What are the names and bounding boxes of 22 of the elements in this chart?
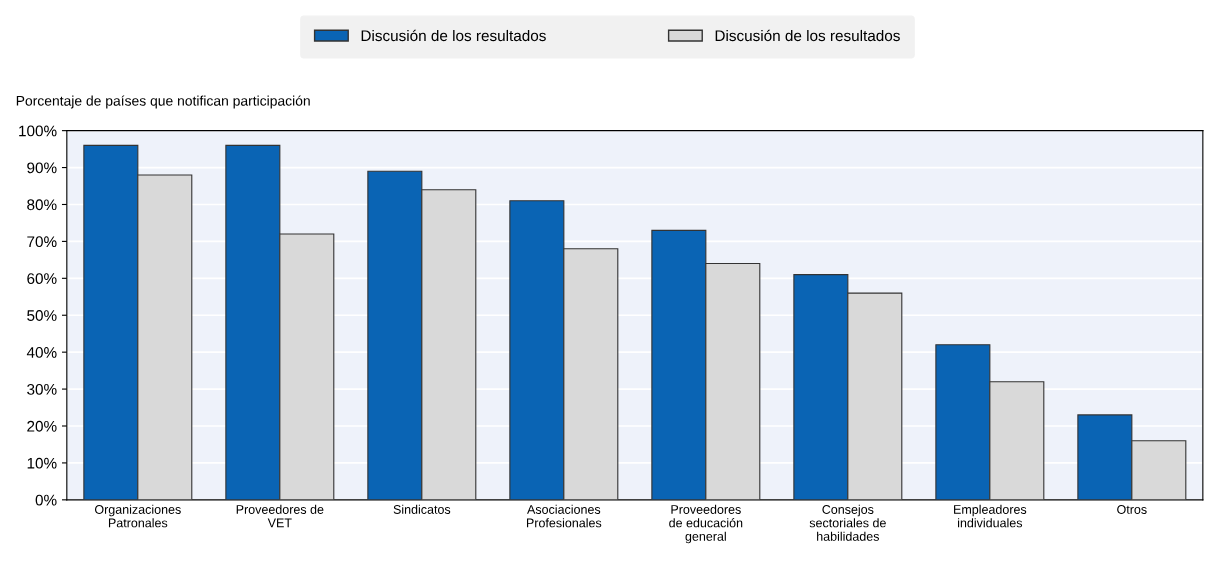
y-tick-label: 50% — [27, 310, 57, 321]
x-tick-label: Organizaciones Patronales — [94, 504, 181, 528]
x-tick-label: Proveedores de VET — [236, 504, 324, 528]
legend-label: Discusión de los resultados — [715, 29, 900, 42]
y-tick-label: 80% — [27, 199, 57, 211]
y-tick-label: 90% — [27, 162, 57, 174]
y-tick-label: 40% — [26, 347, 57, 358]
y-tick-label: 100% — [19, 125, 57, 137]
y-tick-label: 70% — [27, 236, 57, 248]
x-tick-label: Otros — [1117, 505, 1147, 514]
y-tick-label: 20% — [27, 420, 57, 432]
legend-label: Discusión de los resultados — [361, 29, 546, 42]
y-tick-label: 10% — [27, 457, 57, 469]
x-tick-label: Empleadores individuales — [954, 504, 1027, 528]
x-tick-label: Consejos sectoriales de habilidades — [809, 504, 886, 541]
y-tick-label: 60% — [27, 273, 57, 285]
y-tick-label: 30% — [27, 383, 57, 395]
x-tick-label: Proveedores de educación general — [669, 504, 743, 544]
y-axis-title: Porcentaje de países que notifican participación — [16, 95, 310, 109]
x-tick-label: Sindicatos — [393, 504, 451, 514]
y-tick-label: 0% — [35, 494, 57, 506]
x-tick-label: Asociaciones Profesionales — [526, 504, 602, 528]
